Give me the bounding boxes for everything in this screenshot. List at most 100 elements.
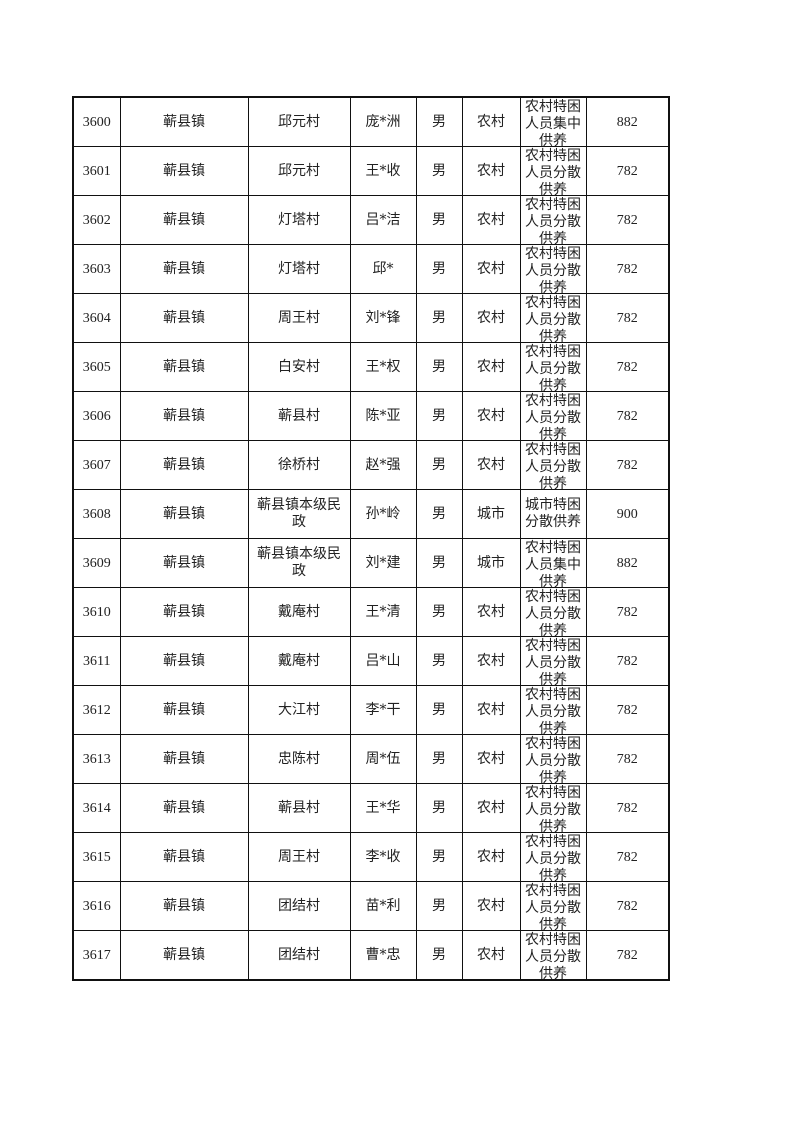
cell-amount: 782 xyxy=(585,342,670,392)
cell-village: 徐桥村 xyxy=(247,440,351,490)
cell-town: 蕲县镇 xyxy=(119,293,249,343)
cell-gender: 男 xyxy=(415,538,463,588)
cell-row-id: 3609 xyxy=(72,538,121,588)
cell-amount: 882 xyxy=(585,96,670,147)
table-row: 3610 蕲县镇 戴庵村 王*清男农村 农村特困人员分散供养 782 xyxy=(72,587,670,637)
cell-area-type: 农村 xyxy=(461,146,521,196)
cell-area-type: 农村 xyxy=(461,734,521,784)
cell-area-type: 农村 xyxy=(461,391,521,441)
cell-row-id: 3617 xyxy=(72,930,121,981)
cell-area-type: 农村 xyxy=(461,587,521,637)
support-type-text: 农村特困人员分散供养 xyxy=(525,736,581,783)
cell-town: 蕲县镇 xyxy=(119,96,249,147)
table-row: 3604 蕲县镇 周王村 刘*锋男农村 农村特困人员分散供养 782 xyxy=(72,293,670,343)
cell-area-type: 农村 xyxy=(461,244,521,294)
cell-gender: 男 xyxy=(415,96,463,147)
cell-row-id: 3603 xyxy=(72,244,121,294)
cell-gender: 男 xyxy=(415,832,463,882)
cell-town: 蕲县镇 xyxy=(119,391,249,441)
cell-village: 灯塔村 xyxy=(247,244,351,294)
cell-gender: 男 xyxy=(415,342,463,392)
support-type-text: 农村特困人员分散供养 xyxy=(525,344,581,391)
cell-name: 赵*强 xyxy=(349,440,417,490)
cell-amount: 782 xyxy=(585,146,670,196)
cell-town: 蕲县镇 xyxy=(119,440,249,490)
cell-row-id: 3615 xyxy=(72,832,121,882)
table-row: 3606 蕲县镇 蕲县村 陈*亚男农村 农村特困人员分散供养 782 xyxy=(72,391,670,441)
table-row: 3614 蕲县镇 蕲县村 王*华男农村 农村特困人员分散供养 782 xyxy=(72,783,670,833)
cell-village: 灯塔村 xyxy=(247,195,351,245)
cell-area-type: 农村 xyxy=(461,930,521,981)
cell-support-type: 农村特困人员分散供养 xyxy=(519,783,587,833)
cell-gender: 男 xyxy=(415,587,463,637)
cell-name: 刘*锋 xyxy=(349,293,417,343)
cell-name: 王*清 xyxy=(349,587,417,637)
cell-village: 蕲县镇本级民政 xyxy=(247,489,351,539)
cell-name: 吕*山 xyxy=(349,636,417,686)
cell-amount: 782 xyxy=(585,881,670,931)
cell-town: 蕲县镇 xyxy=(119,930,249,981)
cell-town: 蕲县镇 xyxy=(119,783,249,833)
cell-row-id: 3601 xyxy=(72,146,121,196)
support-type-text: 农村特困人员分散供养 xyxy=(525,589,581,636)
cell-amount: 782 xyxy=(585,930,670,981)
cell-row-id: 3608 xyxy=(72,489,121,539)
cell-row-id: 3606 xyxy=(72,391,121,441)
support-type-text: 农村特困人员分散供养 xyxy=(525,148,581,195)
cell-row-id: 3605 xyxy=(72,342,121,392)
cell-support-type: 农村特困人员分散供养 xyxy=(519,734,587,784)
cell-support-type: 农村特困人员分散供养 xyxy=(519,832,587,882)
cell-amount: 782 xyxy=(585,783,670,833)
support-type-text: 农村特困人员分散供养 xyxy=(525,197,581,244)
cell-town: 蕲县镇 xyxy=(119,636,249,686)
table-row: 3608 蕲县镇 蕲县镇本级民政 孙*岭男城市 城市特困分散供养 900 xyxy=(72,489,670,539)
cell-name: 李*收 xyxy=(349,832,417,882)
cell-name: 孙*岭 xyxy=(349,489,417,539)
table-row: 3602 蕲县镇 灯塔村 吕*洁男农村 农村特困人员分散供养 782 xyxy=(72,195,670,245)
cell-amount: 782 xyxy=(585,293,670,343)
cell-name: 王*华 xyxy=(349,783,417,833)
table-row: 3611 蕲县镇 戴庵村 吕*山男农村 农村特困人员分散供养 782 xyxy=(72,636,670,686)
cell-town: 蕲县镇 xyxy=(119,685,249,735)
cell-name: 李*干 xyxy=(349,685,417,735)
cell-support-type: 农村特困人员分散供养 xyxy=(519,930,587,981)
cell-village: 忠陈村 xyxy=(247,734,351,784)
cell-town: 蕲县镇 xyxy=(119,244,249,294)
table-row: 3607 蕲县镇 徐桥村 赵*强男农村 农村特困人员分散供养 782 xyxy=(72,440,670,490)
table-row: 3609 蕲县镇 蕲县镇本级民政 刘*建男城市 农村特困人员集中供养 882 xyxy=(72,538,670,588)
cell-support-type: 城市特困分散供养 xyxy=(519,489,587,539)
cell-village: 大江村 xyxy=(247,685,351,735)
cell-amount: 882 xyxy=(585,538,670,588)
cell-gender: 男 xyxy=(415,783,463,833)
cell-support-type: 农村特困人员分散供养 xyxy=(519,244,587,294)
cell-village: 周王村 xyxy=(247,832,351,882)
support-type-text: 农村特困人员分散供养 xyxy=(525,785,581,832)
cell-town: 蕲县镇 xyxy=(119,146,249,196)
cell-support-type: 农村特困人员分散供养 xyxy=(519,195,587,245)
cell-name: 陈*亚 xyxy=(349,391,417,441)
cell-gender: 男 xyxy=(415,930,463,981)
support-type-text: 农村特困人员分散供养 xyxy=(525,638,581,685)
cell-village: 蕲县村 xyxy=(247,783,351,833)
cell-area-type: 城市 xyxy=(461,489,521,539)
cell-support-type: 农村特困人员分散供养 xyxy=(519,881,587,931)
cell-gender: 男 xyxy=(415,244,463,294)
support-type-text: 农村特困人员分散供养 xyxy=(525,883,581,930)
cell-support-type: 农村特困人员集中供养 xyxy=(519,538,587,588)
table-row: 3615 蕲县镇 周王村 李*收男农村 农村特困人员分散供养 782 xyxy=(72,832,670,882)
cell-village: 戴庵村 xyxy=(247,587,351,637)
cell-area-type: 农村 xyxy=(461,636,521,686)
cell-amount: 782 xyxy=(585,440,670,490)
cell-row-id: 3604 xyxy=(72,293,121,343)
cell-support-type: 农村特困人员分散供养 xyxy=(519,440,587,490)
cell-village: 蕲县镇本级民政 xyxy=(247,538,351,588)
cell-support-type: 农村特困人员分散供养 xyxy=(519,391,587,441)
cell-amount: 782 xyxy=(585,636,670,686)
cell-amount: 782 xyxy=(585,587,670,637)
cell-village: 团结村 xyxy=(247,930,351,981)
cell-town: 蕲县镇 xyxy=(119,195,249,245)
cell-amount: 782 xyxy=(585,391,670,441)
cell-area-type: 农村 xyxy=(461,881,521,931)
support-type-text: 农村特困人员分散供养 xyxy=(525,442,581,489)
cell-amount: 782 xyxy=(585,685,670,735)
